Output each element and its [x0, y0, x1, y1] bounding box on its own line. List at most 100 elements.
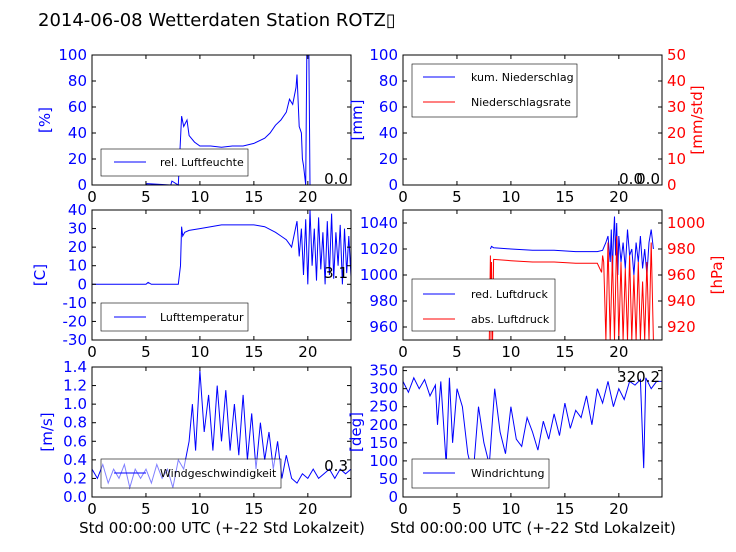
- temp-ytick-label: -30: [63, 331, 88, 349]
- humidity-xtick-label: 5: [141, 188, 151, 206]
- precip-ytick-label: 40: [379, 124, 398, 142]
- precip-ytick-label: 60: [379, 98, 398, 116]
- press-xticks: 0 5 10 15 20: [398, 210, 628, 361]
- humidity-ytick-label: 60: [68, 98, 87, 116]
- wdir-ytick-label: 200: [369, 416, 398, 434]
- press-ytick-label: 1040: [360, 214, 398, 232]
- wdir-series-layer: [402, 376, 662, 476]
- temp-xtick-label: 5: [141, 343, 151, 361]
- precip-y2tick-label: 20: [667, 124, 686, 142]
- wdir-ytick-label: 100: [369, 452, 398, 470]
- humidity-ytick-label: 80: [68, 72, 87, 90]
- temp-ytick-label: 40: [68, 201, 87, 219]
- precip-legend: kum. Niederschlag Niederschlagsrate: [411, 63, 578, 118]
- press-ytick-label: 960: [369, 318, 398, 336]
- wspd-xticks: 0 5 10 15 20: [87, 367, 317, 518]
- wdir-current-value: 320.2: [617, 368, 660, 386]
- precip-legend-label-1: kum. Niederschlag: [471, 71, 574, 84]
- wdir-ytick-label: 0: [388, 488, 398, 506]
- temp-ytick-label: 10: [68, 257, 87, 275]
- humidity-xtick-label: 20: [298, 188, 317, 206]
- temp-ytick-label: -10: [63, 294, 88, 312]
- press-legend: red. Luftdruck abs. Luftdruck: [411, 278, 556, 332]
- press-y2ticks: 920 940 960 980 1000: [658, 214, 705, 336]
- humidity-xticks: 0 5 10 15 20: [87, 55, 317, 206]
- precip-ylabel: [mm]: [348, 100, 366, 141]
- temp-ylabel: [C]: [31, 264, 49, 286]
- precip-ytick-label: 0: [388, 176, 398, 194]
- precip-xtick-label: 20: [609, 188, 628, 206]
- wdir-ytick-label: 50: [379, 470, 398, 488]
- precip-y2tick-label: 0: [667, 176, 677, 194]
- humidity-yticks: 0 20 40 60 80 100: [58, 46, 351, 194]
- temp-series-1: [92, 209, 352, 285]
- temp-ytick-label: 0: [77, 275, 87, 293]
- humidity-legend: rel. Luftfeuchte: [100, 148, 249, 177]
- press-y2tick-label: 960: [667, 266, 696, 284]
- precip-xtick-label: 5: [452, 188, 462, 206]
- precip-y2ticks: 0 10 20 30 40 50: [658, 46, 686, 194]
- wdir-xtick-label: 15: [555, 500, 574, 518]
- wspd-ytick-label: 0.4: [63, 451, 87, 469]
- precip-y2label: [mm/std]: [688, 85, 706, 154]
- precip-y2tick-label: 30: [667, 98, 686, 116]
- temp-ytick-label: 20: [68, 238, 87, 256]
- wspd-current-value: 0.3: [324, 457, 348, 475]
- press-xtick-label: 10: [501, 343, 520, 361]
- temp-xtick-label: 10: [190, 343, 209, 361]
- humidity-ytick-label: 40: [68, 124, 87, 142]
- temp-ytick-label: 30: [68, 220, 87, 238]
- temp-ytick-label: -20: [63, 312, 88, 330]
- precip-y2tick-label: 40: [667, 72, 686, 90]
- press-legend-label-1: red. Luftdruck: [471, 288, 548, 301]
- wspd-ytick-label: 1.2: [63, 377, 87, 395]
- precip-legend-label-2: Niederschlagsrate: [471, 96, 571, 109]
- wspd-ytick-label: 0.6: [63, 432, 87, 450]
- humidity-xtick-label: 15: [244, 188, 263, 206]
- precip-ytick-label: 20: [379, 150, 398, 168]
- chart-wind-speed: 0.00.20.40.60.81.01.21.4 0 5 10 15 20 [m/s] …: [38, 358, 365, 537]
- wdir-plot-frame: [402, 366, 663, 498]
- wdir-xtick-label: 20: [609, 500, 628, 518]
- temp-xtick-label: 20: [298, 343, 317, 361]
- wspd-xlabel: Std 00:00:00 UTC (+-22 Std Lokalzeit): [79, 519, 365, 537]
- wdir-xlabel: Std 00:00:00 UTC (+-22 Std Lokalzeit): [390, 519, 676, 537]
- precip-xtick-label: 0: [398, 188, 408, 206]
- humidity-ytick-label: 100: [58, 46, 87, 64]
- precip-ytick-label: 100: [369, 46, 398, 64]
- wspd-ytick-label: 0.8: [63, 414, 87, 432]
- wspd-ylabel: [m/s]: [38, 412, 56, 451]
- temp-series-layer: [92, 209, 352, 285]
- figure-title: 2014-06-08 Wetterdaten Station ROTZ▯: [38, 10, 396, 31]
- press-legend-label-2: abs. Luftdruck: [471, 313, 550, 326]
- humidity-series-1: [92, 54, 351, 186]
- chart-humidity: 0 20 40 60 80 100 0 5 10 15 20 [%] rel. Luftfeuch…: [36, 46, 352, 206]
- temp-legend: Lufttemperatur: [100, 302, 249, 332]
- humidity-xtick-label: 0: [87, 188, 97, 206]
- press-ytick-label: 1000: [360, 266, 398, 284]
- chart-precipitation: 0 20 40 60 80 100 0 10 20 30 40 50 0 5 10 15 20 [mm] […: [348, 46, 706, 206]
- humidity-current-value: 0.0: [324, 170, 348, 188]
- press-y2tick-label: 920: [667, 318, 696, 336]
- humidity-ylabel: [%]: [36, 107, 54, 133]
- wdir-series-1: [402, 376, 662, 476]
- precip-xtick-label: 15: [555, 188, 574, 206]
- precip-y2tick-label: 10: [667, 150, 686, 168]
- wdir-ylabel: [deg]: [347, 412, 365, 452]
- press-xtick-label: 20: [609, 343, 628, 361]
- press-legend-box: [411, 278, 556, 332]
- wdir-legend-label: Windrichtung: [471, 467, 544, 480]
- press-y2tick-label: 980: [667, 240, 696, 258]
- wdir-ytick-label: 250: [369, 398, 398, 416]
- wspd-plot-frame: [91, 366, 352, 498]
- wspd-xtick-label: 15: [244, 500, 263, 518]
- humidity-ytick-label: 0: [77, 176, 87, 194]
- press-ytick-label: 980: [369, 292, 398, 310]
- press-y2tick-label: 940: [667, 292, 696, 310]
